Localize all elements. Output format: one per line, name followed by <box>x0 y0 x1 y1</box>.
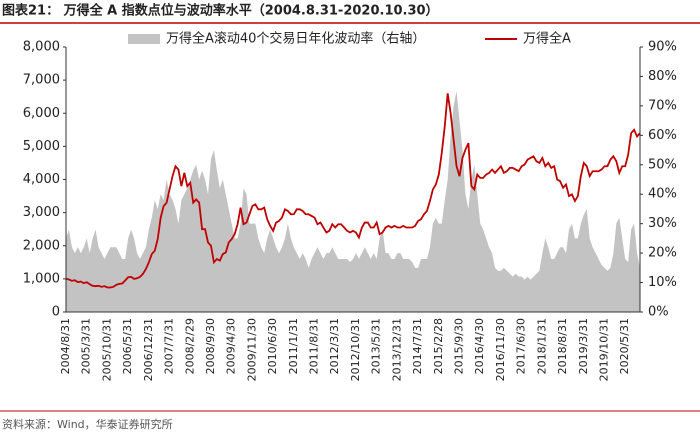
x-tick-label: 2012/3/31 <box>328 318 341 374</box>
y2-tick-label: 50% <box>648 157 677 172</box>
x-tick-label: 2009/4/30 <box>225 318 238 374</box>
x-tick-label: 2009/11/30 <box>245 318 258 381</box>
y2-tick-label: 10% <box>648 275 677 290</box>
legend-label: 万得全A <box>523 31 571 47</box>
x-tick-label: 2016/11/30 <box>494 318 507 381</box>
x-tick-label: 2011/8/31 <box>308 318 321 374</box>
x-tick-label: 2004/8/31 <box>59 318 72 374</box>
y-tick-label: 8,000 <box>23 40 60 55</box>
y-tick-label: 5,000 <box>23 139 60 154</box>
y-tick-label: 4,000 <box>23 172 60 187</box>
x-tick-label: 2018/1/31 <box>535 318 548 374</box>
x-tick-label: 2011/1/31 <box>287 318 300 374</box>
y-tick-label: 7,000 <box>23 73 60 88</box>
x-tick-label: 2012/10/31 <box>349 318 362 381</box>
x-tick-label: 2019/3/31 <box>577 318 590 374</box>
x-tick-label: 2006/12/31 <box>142 318 155 381</box>
x-tick-label: 2020/5/31 <box>618 318 631 374</box>
y2-tick-label: 70% <box>648 98 677 113</box>
area <box>66 91 640 313</box>
y2-tick-label: 40% <box>648 187 677 202</box>
x-tick-label: 2015/9/30 <box>453 318 466 374</box>
x-tick-label: 2016/4/30 <box>473 318 486 374</box>
x-tick-label: 2005/3/31 <box>80 318 93 374</box>
x-tick-label: 2017/6/30 <box>515 318 528 374</box>
x-tick-label: 2008/9/30 <box>204 318 217 374</box>
x-tick-label: 2013/5/31 <box>370 318 383 374</box>
x-tick-label: 2019/10/31 <box>597 318 610 381</box>
legend-label: 万得全A滚动40个交易日年化波动率（右轴） <box>166 31 425 47</box>
y2-tick-label: 30% <box>648 216 677 231</box>
y2-tick-label: 60% <box>648 128 677 143</box>
y-tick-label: 1,000 <box>23 271 60 286</box>
legend-swatch <box>128 34 160 44</box>
y2-tick-label: 20% <box>648 246 677 261</box>
y-tick-label: 2,000 <box>23 238 60 253</box>
y2-tick-label: 90% <box>648 40 677 55</box>
y-tick-label: 0 <box>52 305 60 320</box>
x-tick-label: 2013/12/31 <box>390 318 403 381</box>
x-tick-label: 2005/10/31 <box>100 318 113 381</box>
x-tick-label: 2007/7/31 <box>163 318 176 374</box>
chart-title: 图表21： 万得全 A 指数点位与波动率水平（2004.8.31-2020.10… <box>2 3 439 19</box>
x-tick-label: 2008/2/29 <box>183 318 196 374</box>
x-tick-label: 2015/2/28 <box>432 318 445 374</box>
x-tick-label: 2006/5/31 <box>121 318 134 374</box>
y2-tick-label: 0% <box>648 305 669 320</box>
y2-tick-label: 80% <box>648 69 677 84</box>
x-tick-label: 2018/8/31 <box>556 318 569 374</box>
x-tick-label: 2010/6/30 <box>266 318 279 374</box>
y-tick-label: 3,000 <box>23 205 60 220</box>
x-tick-label: 2014/7/31 <box>411 318 424 374</box>
y-tick-label: 6,000 <box>23 106 60 121</box>
source: 资料来源：Wind，华泰证券研究所 <box>2 417 173 431</box>
line <box>65 93 641 289</box>
